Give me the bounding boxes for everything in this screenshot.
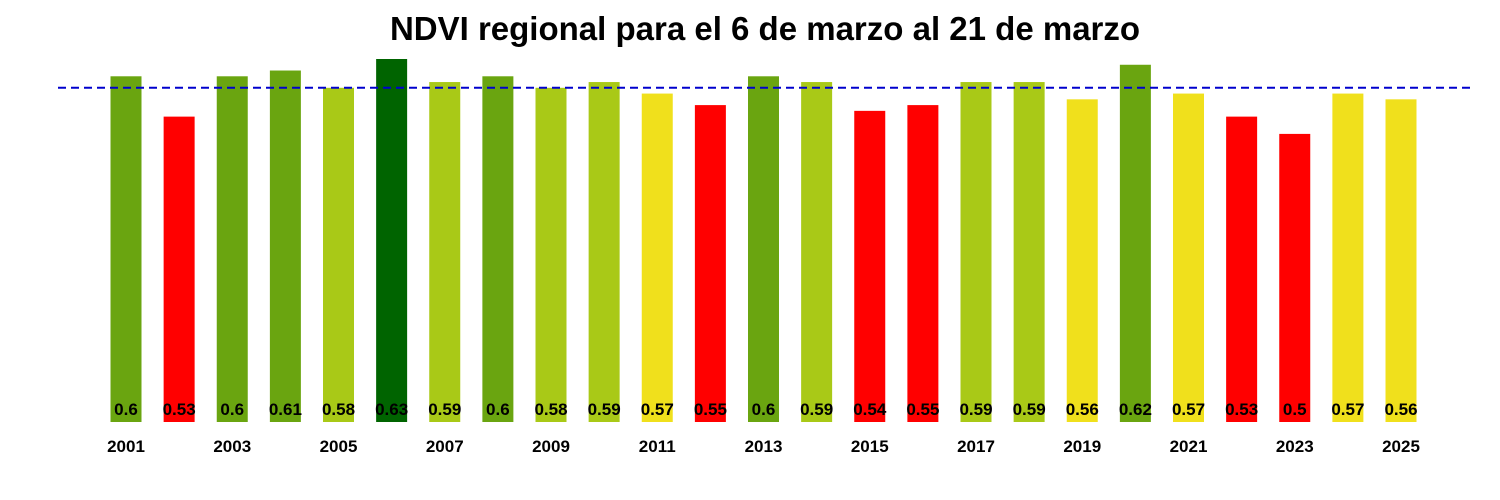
x-tick-label-2019: 2019	[1063, 437, 1101, 456]
bar-2008	[482, 76, 514, 422]
value-label-2020: 0.62	[1119, 400, 1152, 419]
value-label-2011: 0.57	[641, 400, 674, 419]
bar-2023	[1279, 133, 1311, 422]
bar-2014	[801, 82, 833, 423]
value-label-2007: 0.59	[428, 400, 461, 419]
x-tick-label-2021: 2021	[1170, 437, 1208, 456]
x-tick-label-2011: 2011	[639, 437, 676, 456]
value-label-2025: 0.56	[1384, 400, 1417, 419]
bar-2016	[907, 105, 939, 422]
value-label-2017: 0.59	[959, 400, 992, 419]
value-label-2008: 0.6	[486, 400, 510, 419]
value-label-2023: 0.5	[1283, 400, 1307, 419]
bar-2004	[269, 70, 301, 423]
bar-2002	[163, 116, 195, 423]
x-tick-label-2005: 2005	[320, 437, 358, 456]
value-label-2013: 0.6	[752, 400, 776, 419]
x-tick-label-2013: 2013	[745, 437, 783, 456]
bar-2011	[641, 93, 673, 422]
bar-2020	[1119, 64, 1151, 422]
x-tick-labels-layer: 2001 2003 2005 2007 2009 2011 2013 2015 2017 2019…	[107, 437, 1420, 456]
value-label-2016: 0.55	[906, 400, 939, 419]
bar-2013	[748, 76, 779, 422]
bar-2015	[854, 110, 886, 423]
bar-2024	[1332, 93, 1364, 422]
bar-2009	[535, 87, 567, 422]
bar-2021	[1173, 93, 1204, 422]
x-tick-label-2023: 2023	[1276, 437, 1314, 456]
x-tick-label-2007: 2007	[426, 437, 464, 456]
value-label-2004: 0.61	[269, 400, 302, 419]
bars-layer	[110, 59, 1417, 423]
x-tick-label-2009: 2009	[532, 437, 570, 456]
bar-2006	[376, 59, 408, 422]
x-tick-label-2025: 2025	[1382, 437, 1420, 456]
value-label-2022: 0.53	[1225, 400, 1258, 419]
value-label-2021: 0.57	[1172, 400, 1205, 419]
value-label-2002: 0.53	[163, 400, 196, 419]
value-labels-layer: 0.6 0.53 0.6 0.61 0.58 0.63 0.59 0.6 0.58 0.59 0.5…	[114, 400, 1417, 419]
value-label-2010: 0.59	[588, 400, 621, 419]
value-label-2003: 0.6	[220, 400, 244, 419]
chart-title: NDVI regional para el 6 de marzo al 21 d…	[389, 10, 1141, 47]
value-label-2009: 0.58	[534, 400, 567, 419]
bar-2003	[216, 76, 248, 422]
value-label-2018: 0.59	[1013, 400, 1046, 419]
bar-2007	[429, 82, 461, 423]
bar-2017	[960, 82, 992, 423]
bar-2010	[588, 82, 620, 423]
value-label-2012: 0.55	[694, 400, 727, 419]
bar-2025	[1385, 99, 1417, 422]
x-tick-label-2017: 2017	[957, 437, 995, 456]
x-tick-label-2001: 2001	[107, 437, 145, 456]
value-label-2005: 0.58	[322, 400, 355, 419]
value-label-2001: 0.6	[114, 400, 138, 419]
x-tick-label-2003: 2003	[213, 437, 251, 456]
value-label-2014: 0.59	[800, 400, 833, 419]
bar-2022	[1226, 116, 1258, 423]
value-label-2019: 0.56	[1066, 400, 1099, 419]
x-tick-label-2015: 2015	[851, 437, 889, 456]
bar-2001	[110, 76, 142, 422]
bar-2018	[1013, 82, 1045, 423]
bar-2019	[1066, 99, 1098, 422]
bar-2005	[323, 87, 354, 422]
value-label-2006: 0.63	[375, 400, 408, 419]
value-label-2024: 0.57	[1331, 400, 1364, 419]
value-label-2015: 0.54	[853, 400, 887, 419]
bar-2012	[694, 105, 726, 422]
